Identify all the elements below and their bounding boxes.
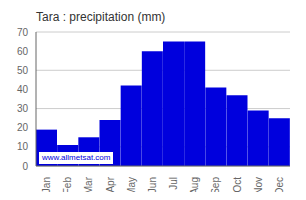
svg-text:Jul: Jul: [168, 177, 179, 190]
svg-text:Aug: Aug: [189, 177, 200, 192]
html-text:Tara : precipitation (mm): Tara : precipitation (mm): [36, 10, 166, 24]
svg-text:Mar: Mar: [83, 176, 94, 192]
svg-text:Jun: Jun: [147, 177, 158, 192]
svg-text:60: 60: [17, 46, 29, 57]
html-text:www.allmetsat.com: www.allmetsat.com: [42, 153, 111, 162]
svg-text:Nov: Nov: [253, 177, 264, 192]
svg-text:10: 10: [17, 141, 29, 152]
svg-text:50: 50: [17, 65, 29, 76]
svg-text:Oct: Oct: [232, 177, 243, 192]
svg-text:0: 0: [22, 161, 28, 172]
svg-text:20: 20: [17, 122, 29, 133]
svg-text:30: 30: [17, 103, 29, 114]
svg-text:Sep: Sep: [210, 177, 221, 192]
svg-text:Feb: Feb: [62, 177, 73, 192]
svg-text:Apr: Apr: [105, 176, 116, 192]
svg-text:70: 70: [17, 27, 29, 38]
svg-text:Dec: Dec: [274, 177, 285, 192]
svg-text:40: 40: [17, 84, 29, 95]
svg-text:May: May: [126, 177, 137, 192]
svg-text:Jan: Jan: [41, 177, 52, 192]
